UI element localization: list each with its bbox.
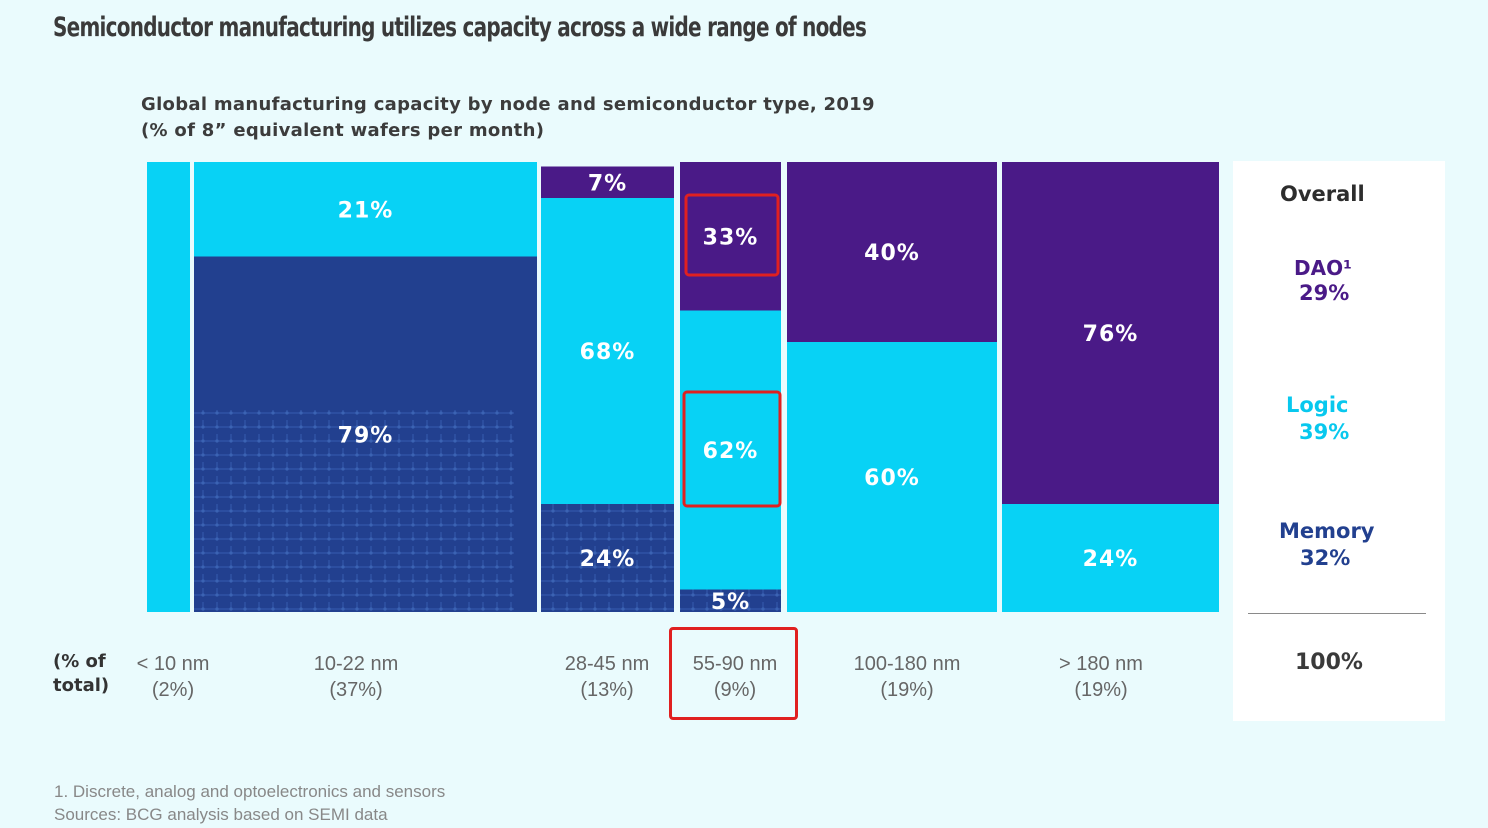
tick-node-10-nm: < 10 nm	[136, 653, 210, 675]
data-label-memory-28-45-nm: 24%	[580, 547, 636, 572]
chart-title: Global manufacturing capacity by node an…	[141, 92, 875, 144]
tick-node-180-nm: > 180 nm	[1059, 653, 1143, 675]
data-label-logic-100-180-nm: 60%	[864, 466, 920, 491]
tick-node-100-180-nm: 100-180 nm	[853, 653, 961, 675]
overall-total: 100%	[1295, 650, 1363, 675]
tick-label-10-nm: < 10 nm (2%)	[103, 651, 243, 703]
data-label-memory-55-90-nm: 5%	[711, 590, 750, 615]
bar-dao-100-180-nm	[787, 162, 997, 342]
data-label-logic-10-22-nm: 21%	[338, 198, 394, 223]
data-label-dao-100-180-nm: 40%	[864, 241, 920, 266]
data-label-logic-180-nm: 24%	[1083, 547, 1139, 572]
chart-title-line1: Global manufacturing capacity by node an…	[141, 94, 875, 115]
tick-label-55-90-nm: 55-90 nm (9%)	[665, 651, 805, 703]
tick-share-55-90-nm: (9%)	[713, 679, 757, 701]
data-label-logic-28-45-nm: 68%	[580, 340, 636, 365]
bar-logic-10-22-nm	[194, 162, 537, 257]
highlight-box-dao	[684, 193, 780, 277]
tick-node-10-22-nm: 10-22 nm	[313, 653, 399, 675]
tick-share-100-180-nm: (19%)	[880, 679, 934, 701]
footnote: 1. Discrete, analog and optoelectronics …	[54, 782, 446, 801]
sources: Sources: BCG analysis based on SEMI data	[54, 805, 388, 824]
tick-share-28-45-nm: (13%)	[580, 679, 634, 701]
tick-node-28-45-nm: 28-45 nm	[564, 653, 650, 675]
highlight-box-logic	[682, 390, 782, 508]
overall-title: Overall	[1280, 182, 1365, 206]
data-label-dao-28-45-nm: 7%	[588, 171, 627, 196]
overall-memory-value: 32%	[1300, 546, 1351, 570]
bar-logic-100-180-nm	[787, 342, 997, 612]
tick-share-10-nm: (2%)	[151, 679, 195, 701]
tick-share-10-22-nm: (37%)	[329, 679, 383, 701]
bar-dao-28-45-nm	[541, 166, 674, 198]
overall-logic-value: 39%	[1299, 420, 1350, 444]
data-label-dao-55-90-nm: 33%	[703, 225, 759, 250]
overall-memory-label: Memory	[1279, 519, 1375, 543]
tick-share-180-nm: (19%)	[1074, 679, 1128, 701]
map-texture-10-22-nm	[194, 410, 514, 612]
bar-logic-10-nm	[147, 162, 190, 612]
map-texture-28-45-nm	[541, 504, 674, 612]
bar-logic-28-45-nm	[541, 198, 674, 504]
tick-label-180-nm: > 180 nm (19%)	[1031, 651, 1171, 703]
tick-label-100-180-nm: 100-180 nm (19%)	[837, 651, 977, 703]
data-label-dao-180-nm: 76%	[1083, 322, 1139, 347]
axis-caption-line1: (% of	[53, 651, 106, 672]
overall-dao-value: 29%	[1299, 281, 1350, 305]
overall-logic-label: Logic	[1286, 393, 1349, 417]
bar-dao-55-90-nm	[680, 162, 781, 311]
map-texture-55-90-nm	[680, 589, 781, 612]
chart-title-line2: (% of 8” equivalent wafers per month)	[141, 120, 545, 141]
bar-logic-180-nm	[1002, 504, 1219, 612]
tick-node-55-90-nm: 55-90 nm	[692, 653, 778, 675]
overall-dao-label: DAO¹	[1294, 256, 1352, 280]
overall-divider	[1248, 613, 1426, 614]
tick-label-10-22-nm: 10-22 nm (37%)	[286, 651, 426, 703]
bar-logic-55-90-nm	[680, 310, 781, 590]
page-title: Semiconductor manufacturing utilizes cap…	[53, 12, 867, 43]
axis-caption-line2: total)	[53, 675, 110, 696]
data-label-logic-55-90-nm: 62%	[703, 439, 759, 464]
bar-dao-180-nm	[1002, 162, 1219, 504]
axis-caption: (% of total)	[53, 650, 109, 698]
overall-panel: Overall DAO¹ 29% Logic 39% Memory 32% 10…	[1233, 161, 1445, 721]
tick-label-28-45-nm: 28-45 nm (13%)	[537, 651, 677, 703]
highlight-box-label	[669, 627, 798, 720]
data-label-memory-10-22-nm: 79%	[338, 423, 394, 448]
mekko-chart: 79% 21% 24% 68% 7% 5% 62% 33% 60% 40% 24% 76%	[147, 162, 1219, 615]
